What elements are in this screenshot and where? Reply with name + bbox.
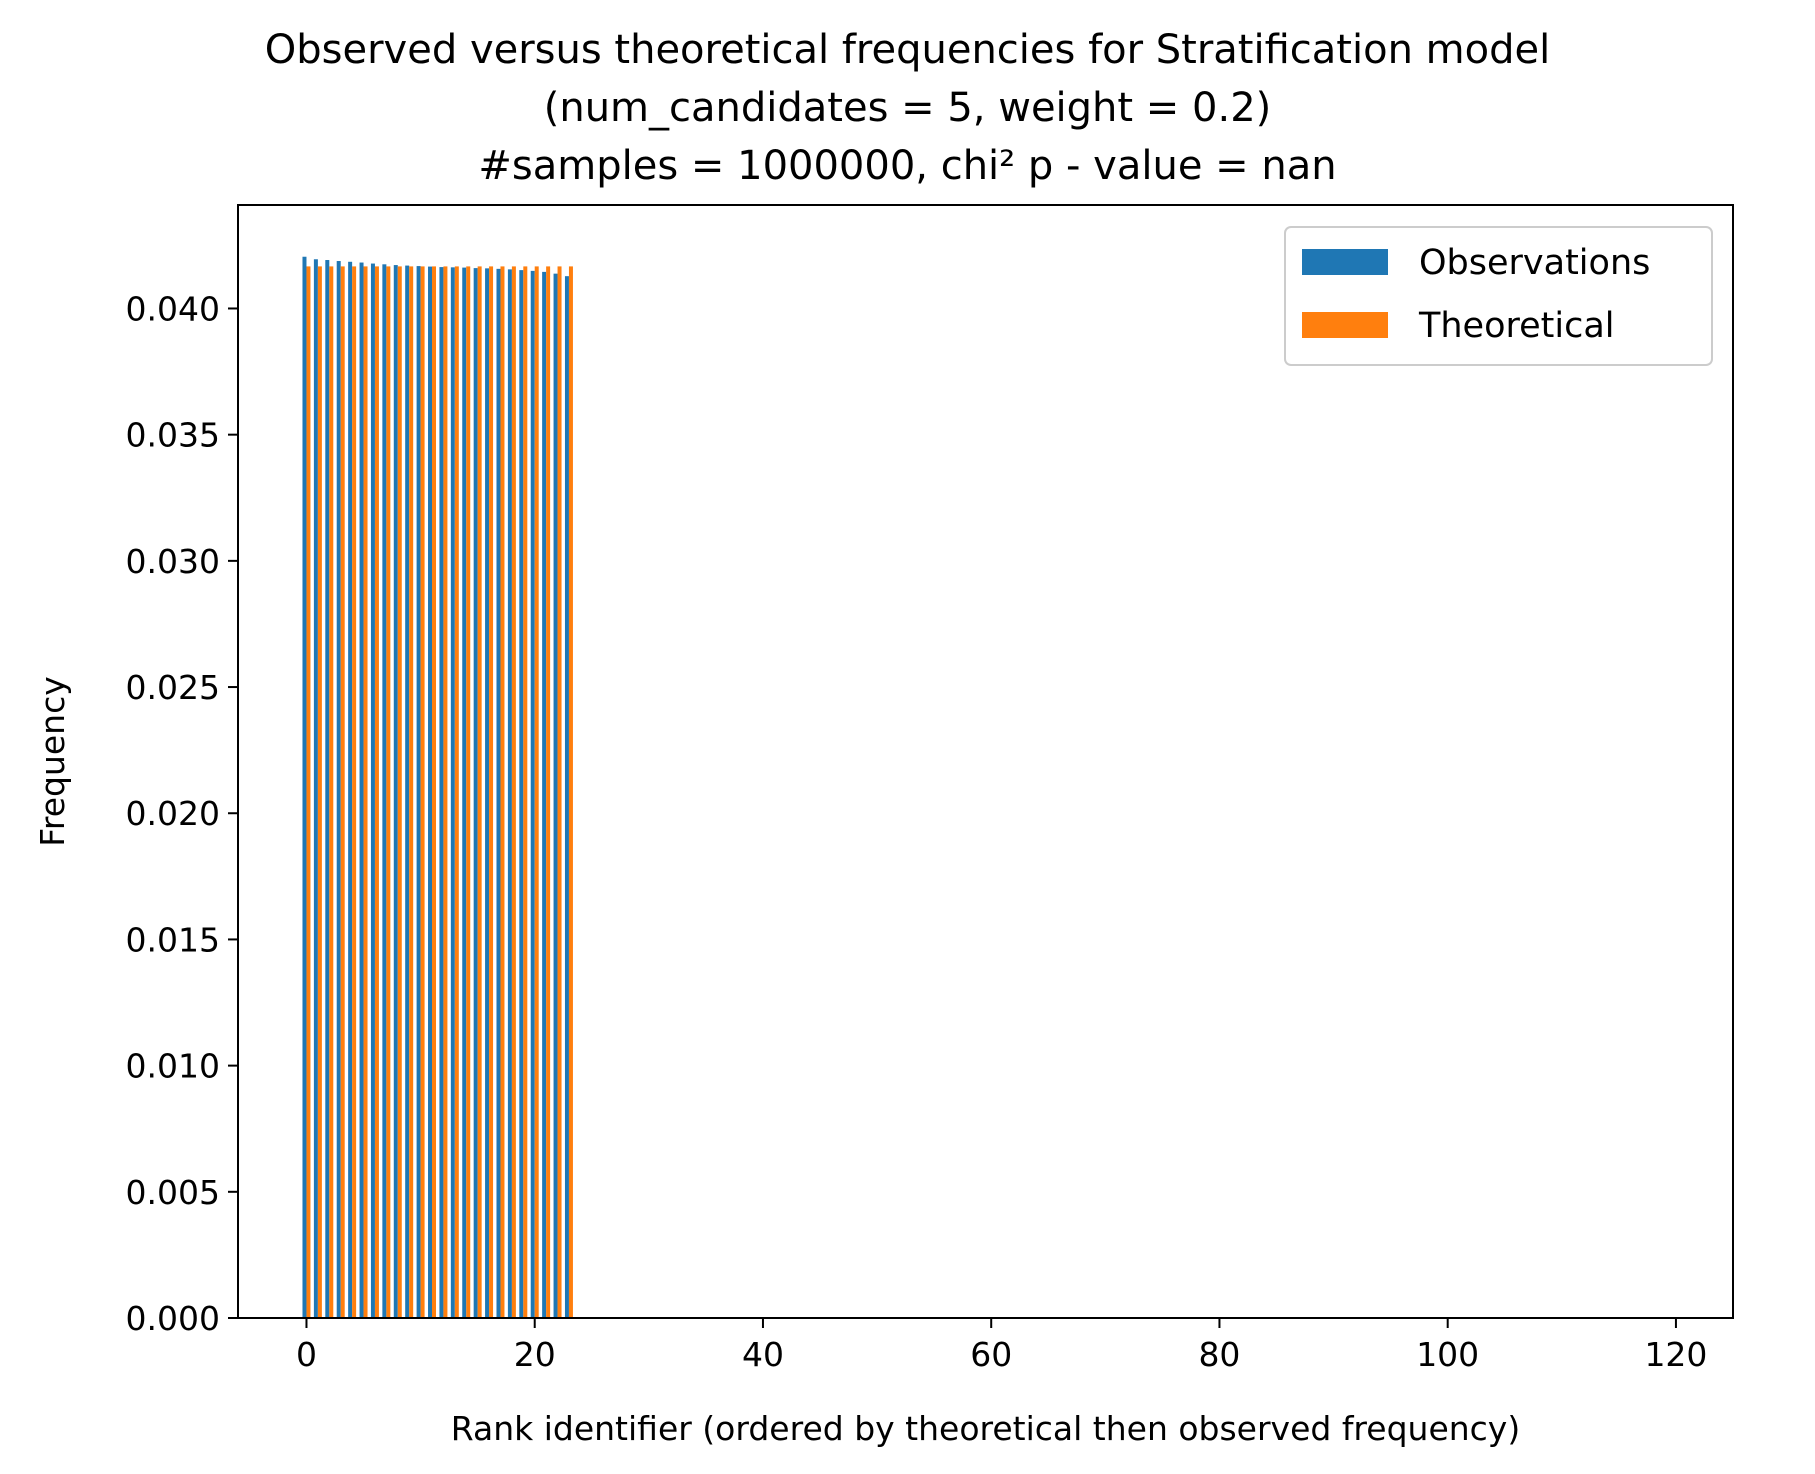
y-tick-label: 0.030 <box>126 542 220 581</box>
bar-observations-10 <box>416 266 421 1319</box>
chart-title-line-2: (num_candidates = 5, weight = 0.2) <box>543 85 1272 131</box>
bar-theoretical-8 <box>397 266 402 1318</box>
x-tick-label: 20 <box>514 1335 556 1374</box>
x-tick-label: 80 <box>1198 1335 1240 1374</box>
y-tick-label: 0.015 <box>126 920 220 959</box>
bar-observations-20 <box>530 270 535 1318</box>
bar-theoretical-16 <box>489 266 494 1318</box>
bar-observations-13 <box>450 267 455 1318</box>
bar-theoretical-15 <box>477 266 482 1318</box>
y-axis-label: Frequency <box>33 676 72 846</box>
bar-observations-3 <box>336 261 341 1318</box>
y-tick-label: 0.000 <box>126 1299 220 1338</box>
bars-layer <box>302 256 573 1319</box>
bar-observations-15 <box>473 268 478 1319</box>
bar-theoretical-13 <box>454 266 459 1318</box>
x-tick-label: 40 <box>742 1335 784 1374</box>
bar-observations-18 <box>507 269 512 1318</box>
legend: Observations Theoretical <box>1284 226 1713 366</box>
legend-label-theoretical: Theoretical <box>1418 306 1615 346</box>
x-tick-label: 0 <box>296 1335 317 1374</box>
bar-theoretical-1 <box>317 266 322 1318</box>
bar-observations-4 <box>348 261 353 1319</box>
bar-theoretical-0 <box>306 266 311 1318</box>
legend-label-observations: Observations <box>1419 243 1650 283</box>
bar-observations-19 <box>519 270 524 1319</box>
y-tick-label: 0.025 <box>126 668 220 707</box>
bar-theoretical-22 <box>557 266 562 1318</box>
y-tick-label: 0.035 <box>126 416 220 455</box>
bar-theoretical-21 <box>546 266 551 1318</box>
bar-theoretical-20 <box>534 266 539 1318</box>
chart-title-line-3: #samples = 1000000, chi² p - value = nan <box>478 143 1337 189</box>
x-axis: 0 20 40 60 80 100 120 <box>296 1318 1707 1374</box>
bar-theoretical-7 <box>386 266 391 1318</box>
y-tick-label: 0.010 <box>126 1047 220 1086</box>
bar-theoretical-4 <box>352 266 357 1318</box>
bar-theoretical-14 <box>466 266 471 1318</box>
legend-box <box>1284 226 1713 366</box>
plot-frame <box>237 204 1734 1319</box>
x-tick-label: 120 <box>1644 1335 1707 1374</box>
bar-observations-22 <box>553 273 558 1319</box>
y-tick-label: 0.020 <box>126 794 220 833</box>
bar-theoretical-10 <box>420 266 425 1318</box>
bar-observations-9 <box>405 265 410 1319</box>
bar-observations-11 <box>428 266 433 1319</box>
x-tick-label: 100 <box>1416 1335 1479 1374</box>
bar-observations-1 <box>313 259 318 1318</box>
bar-theoretical-2 <box>329 266 334 1318</box>
x-tick-label: 60 <box>970 1335 1012 1374</box>
bar-theoretical-5 <box>363 266 368 1318</box>
y-axis: 0.000 0.005 0.010 0.015 0.020 0.025 0.030 0.035… <box>126 289 238 1338</box>
y-tick-label: 0.005 <box>126 1173 220 1212</box>
bar-observations-17 <box>496 268 501 1318</box>
legend-swatch-observations <box>1302 249 1388 275</box>
bar-observations-23 <box>564 276 569 1319</box>
bar-observations-2 <box>325 260 330 1318</box>
x-axis-label: Rank identifier (ordered by theoretical … <box>451 1409 1520 1448</box>
bar-theoretical-19 <box>523 266 528 1318</box>
bar-theoretical-9 <box>409 266 414 1318</box>
bar-observations-12 <box>439 267 444 1319</box>
y-tick-label: 0.040 <box>126 289 220 328</box>
bar-observations-8 <box>393 265 398 1319</box>
bar-theoretical-17 <box>500 266 505 1318</box>
bar-theoretical-18 <box>511 266 516 1318</box>
bar-theoretical-3 <box>340 266 345 1318</box>
bar-observations-14 <box>462 267 467 1319</box>
bar-theoretical-6 <box>374 266 379 1318</box>
bar-observations-5 <box>359 262 364 1318</box>
chart-title-line-1: Observed versus theoretical frequencies … <box>264 27 1551 73</box>
bar-theoretical-11 <box>432 266 437 1318</box>
bar-theoretical-12 <box>443 266 448 1318</box>
bar-observations-16 <box>485 268 490 1318</box>
legend-swatch-theoretical <box>1302 312 1388 338</box>
bar-observations-21 <box>542 271 547 1318</box>
bar-observations-6 <box>370 263 375 1318</box>
bar-observations-7 <box>382 264 387 1318</box>
bar-theoretical-23 <box>568 266 573 1318</box>
bar-observations-0 <box>302 256 307 1319</box>
